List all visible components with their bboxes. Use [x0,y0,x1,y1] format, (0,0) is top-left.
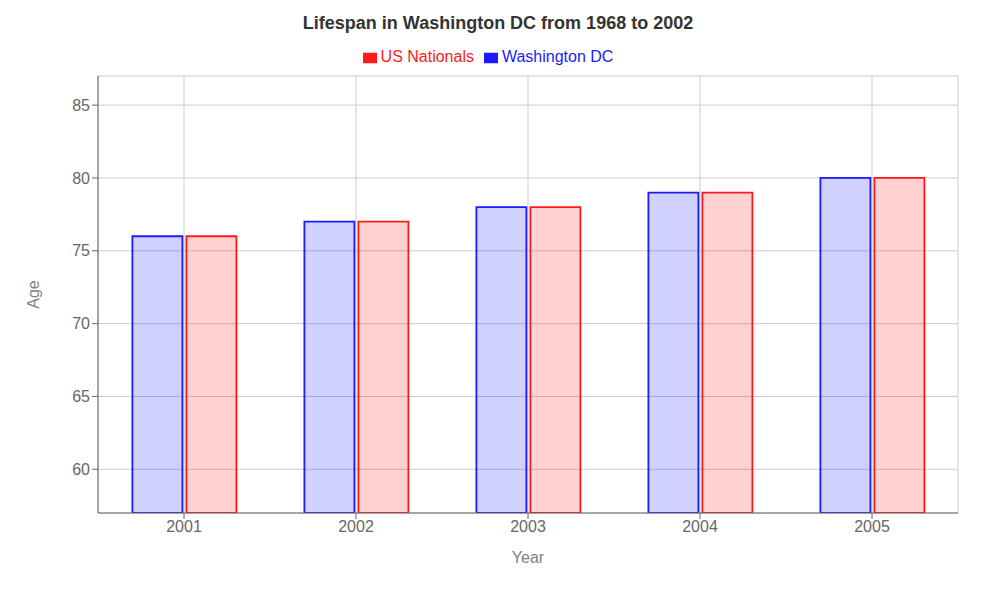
svg-text:85: 85 [72,97,90,114]
svg-text:2003: 2003 [510,518,546,535]
html-text:Washington DC: Washington DC [502,48,614,65]
svg-text:2004: 2004 [682,518,718,535]
svg-text:Year: Year [512,549,545,566]
svg-text:2005: 2005 [854,518,890,535]
svg-text:65: 65 [72,388,90,405]
svg-text:75: 75 [72,242,90,259]
svg-text:60: 60 [72,461,90,478]
svg-text:2001: 2001 [166,518,202,535]
svg-text:Age: Age [25,280,42,309]
svg-text:80: 80 [72,170,90,187]
html-text:Lifespan in Washington DC from: Lifespan in Washington DC from 1968 to 2… [302,13,694,33]
html-text:US Nationals: US Nationals [380,48,474,65]
svg-text:70: 70 [72,315,90,332]
svg-text:2002: 2002 [338,518,374,535]
